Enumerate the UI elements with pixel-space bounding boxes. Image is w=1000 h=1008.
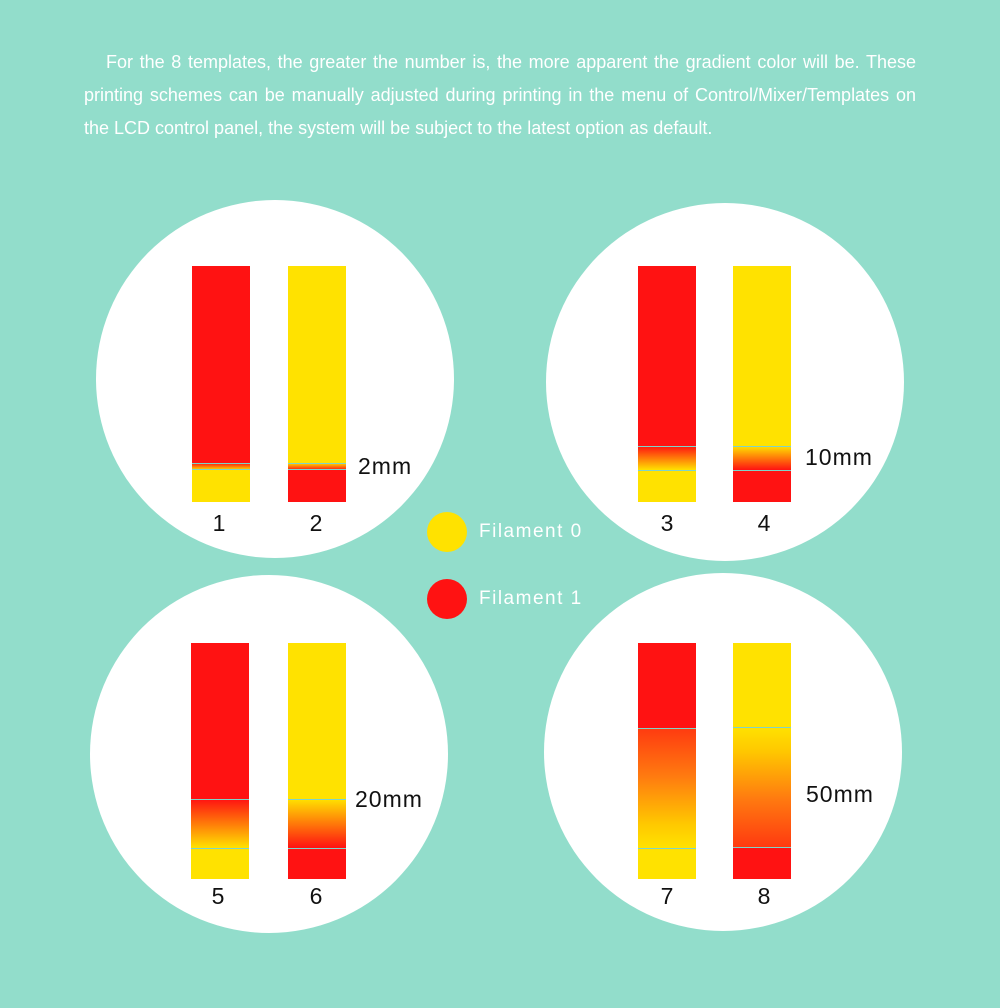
template-group-20mm (90, 575, 448, 933)
template-number-5: 5 (211, 883, 225, 909)
template-group-50mm (544, 573, 902, 931)
template-number-1: 1 (212, 510, 226, 536)
filament-1-label: Filament 1 (479, 588, 583, 609)
transition-distance-2mm: 2mm (358, 453, 413, 479)
template-bar-2 (288, 266, 346, 502)
template-bar-8 (733, 643, 791, 879)
template-bar-4 (733, 266, 791, 502)
template-bar-3 (638, 266, 696, 502)
template-bar-7 (638, 643, 696, 879)
filament-0-label: Filament 0 (479, 521, 583, 542)
transition-distance-50mm: 50mm (806, 781, 874, 807)
template-group-10mm (546, 203, 904, 561)
template-number-4: 4 (757, 510, 771, 536)
filament-0-swatch (427, 512, 467, 552)
transition-distance-10mm: 10mm (805, 444, 873, 470)
template-group-2mm (96, 200, 454, 558)
template-number-7: 7 (660, 883, 674, 909)
template-number-6: 6 (309, 883, 323, 909)
template-bar-5 (191, 643, 249, 879)
intro-paragraph: For the 8 templates, the greater the num… (84, 52, 916, 138)
template-number-3: 3 (660, 510, 674, 536)
template-number-8: 8 (757, 883, 771, 909)
transition-distance-20mm: 20mm (355, 786, 423, 812)
filament-1-swatch (427, 579, 467, 619)
template-number-2: 2 (309, 510, 323, 536)
template-bar-6 (288, 643, 346, 879)
template-bar-1 (192, 266, 250, 502)
